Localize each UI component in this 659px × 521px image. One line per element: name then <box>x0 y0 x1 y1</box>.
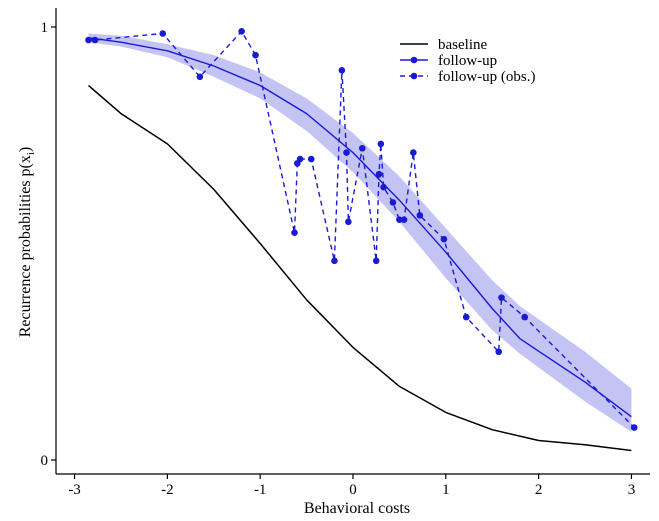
y-axis-title: Recurrence probabilities p(xi) <box>17 147 37 338</box>
data-point-follow-up-obs <box>400 216 408 223</box>
data-point-follow-up-obs <box>345 218 352 226</box>
data-point-follow-up-obs <box>396 216 403 223</box>
x-tick-label: -3 <box>68 482 81 498</box>
x-tick-label: -1 <box>254 482 267 498</box>
confidence-band-follow-up <box>88 33 632 432</box>
legend-label-follow-up: follow-up <box>438 53 497 69</box>
y-tick-label: 1 <box>41 20 49 36</box>
series-point-layer <box>85 28 638 431</box>
data-point-follow-up-obs <box>410 149 417 156</box>
data-point-follow-up-obs <box>338 67 346 74</box>
series-line-layer <box>88 30 635 452</box>
data-point-follow-up-obs <box>296 155 304 163</box>
data-point-follow-up-obs <box>91 36 99 44</box>
x-axis-title: Behavioral costs <box>304 500 410 517</box>
y-axis-ticks: 01 <box>41 20 56 469</box>
data-point-follow-up-obs <box>440 235 448 243</box>
plot-area <box>85 28 638 452</box>
data-point-follow-up-obs <box>331 257 338 265</box>
legend-label-follow-up-obs: follow-up (obs.) <box>438 69 536 85</box>
data-point-follow-up-obs <box>343 149 350 156</box>
y-axis-title-subscript: i <box>25 152 37 155</box>
data-point-follow-up-obs <box>495 348 503 356</box>
y-axis-title-main: Recurrence probabilities p(x <box>17 155 34 337</box>
data-point-follow-up-obs <box>85 36 92 44</box>
data-point-follow-up-obs <box>630 424 638 431</box>
data-point-follow-up-obs <box>159 30 167 37</box>
data-point-follow-up-obs <box>498 294 505 301</box>
confidence-band-layer <box>88 33 632 432</box>
series-line-follow-up <box>88 37 632 418</box>
data-point-follow-up-obs <box>521 313 529 321</box>
data-point-follow-up-obs <box>358 144 366 152</box>
series-line-baseline <box>88 84 632 452</box>
data-point-follow-up-obs <box>416 212 424 219</box>
data-point-follow-up-obs <box>196 73 204 81</box>
legend-marker-follow-up <box>410 56 418 64</box>
data-point-follow-up-obs <box>252 51 259 59</box>
y-axis-title-suffix: ) <box>17 147 34 152</box>
x-tick-label: 0 <box>349 482 357 498</box>
data-point-follow-up-obs <box>291 229 298 236</box>
x-tick-label: -2 <box>161 482 174 498</box>
x-tick-label: 1 <box>442 482 450 498</box>
legend-label-baseline: baseline <box>438 37 487 53</box>
y-tick-label: 0 <box>41 453 49 469</box>
series-line-follow-up-obs <box>88 30 635 428</box>
data-point-follow-up-obs <box>389 199 397 206</box>
data-point-follow-up-obs <box>238 28 245 35</box>
x-tick-label: 3 <box>628 482 636 498</box>
data-point-follow-up-obs <box>372 257 380 265</box>
legend-marker-follow-up-obs <box>410 72 418 80</box>
x-tick-label: 2 <box>535 482 543 498</box>
data-point-follow-up-obs <box>380 183 387 191</box>
data-point-follow-up-obs <box>462 313 470 321</box>
x-axis-ticks: -3 -2 -1 0 1 2 3 <box>68 474 635 498</box>
data-point-follow-up-obs <box>377 140 385 148</box>
data-point-follow-up-obs <box>307 155 315 163</box>
data-point-follow-up-obs <box>375 170 383 178</box>
